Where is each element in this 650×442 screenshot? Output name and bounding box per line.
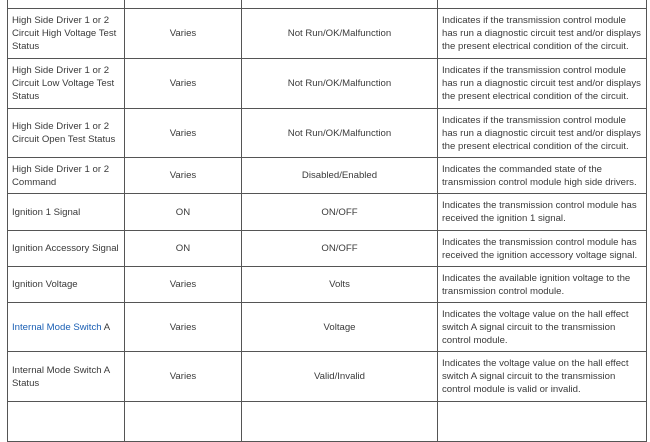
parameter-units: Not Run/OK/Malfunction [241,108,438,158]
parameter-value: Varies [124,351,242,402]
parameter-value: ON [124,230,242,267]
parameter-suffix: A [101,321,111,333]
parameter-description: Indicates the transmission control modul… [437,193,647,231]
table-row: High Side Driver 1 or 2 Circuit Low Volt… [7,58,647,109]
parameter-value: Varies [124,157,242,194]
parameter-units: Valid/Invalid [241,351,438,402]
parameter-description: Indicates if the transmission control mo… [437,108,647,158]
parameter-description: Indicates the available ignition voltage… [437,266,647,303]
parameter-value: ON [124,193,242,231]
data-table: High Side Driver 1 or 2 Circuit High Vol… [7,0,647,442]
parameter-units: Not Run/OK/Malfunction [241,8,438,59]
parameter-name: High Side Driver 1 or 2 Circuit High Vol… [7,8,125,59]
parameter-value: Varies [124,108,242,158]
parameter-link[interactable]: Internal Mode Switch [12,321,102,333]
parameter-units: Not Run/OK/Malfunction [241,58,438,109]
parameter-description: Indicates if the transmission control mo… [437,8,647,59]
parameter-name: Internal Mode Switch A Status [7,351,125,402]
parameter-name: High Side Driver 1 or 2 Circuit Open Tes… [7,108,125,158]
parameter-name: High Side Driver 1 or 2 Circuit Low Volt… [7,58,125,109]
parameter-units: Disabled/Enabled [241,157,438,194]
table-row: Ignition Voltage Varies Volts Indicates the… [7,266,647,303]
parameter-name: Ignition 1 Signal [7,193,125,231]
table-row: High Side Driver 1 or 2 Circuit Open Tes… [7,108,647,158]
parameter-value: Varies [124,58,242,109]
parameter-name: Ignition Voltage [7,266,125,303]
table-row: High Side Driver 1 or 2 Circuit High Vol… [7,8,647,59]
parameter-description: Indicates the voltage value on the hall … [437,302,647,352]
parameter-name: Ignition Accessory Signal [7,230,125,267]
parameter-description: Indicates if the transmission control mo… [437,58,647,109]
table-row: Ignition Accessory Signal ON ON/OFF Indicat… [7,230,647,267]
table-row: Ignition 1 Signal ON ON/OFF Indicates the t… [7,193,647,231]
parameter-units: Voltage [241,302,438,352]
parameter-value: Varies [124,266,242,303]
parameter-units: ON/OFF [241,193,438,231]
parameter-description: Indicates the transmission control modul… [437,230,647,267]
parameter-name: Internal Mode Switch A [7,302,125,352]
parameter-value: Varies [124,302,242,352]
parameter-units: ON/OFF [241,230,438,267]
parameter-description: Indicates the voltage value on the hall … [437,351,647,402]
parameter-units: Volts [241,266,438,303]
table-row: Internal Mode Switch A Varies Voltage Indic… [7,302,647,352]
table-row [7,0,647,9]
parameter-description: Indicates the commanded state of the tra… [437,157,647,194]
table-row [7,401,647,442]
parameter-value: Varies [124,8,242,59]
table-row: Internal Mode Switch A Status Varies Valid… [7,351,647,402]
table-row: High Side Driver 1 or 2 Command Varies Dis… [7,157,647,194]
parameter-name: High Side Driver 1 or 2 Command [7,157,125,194]
